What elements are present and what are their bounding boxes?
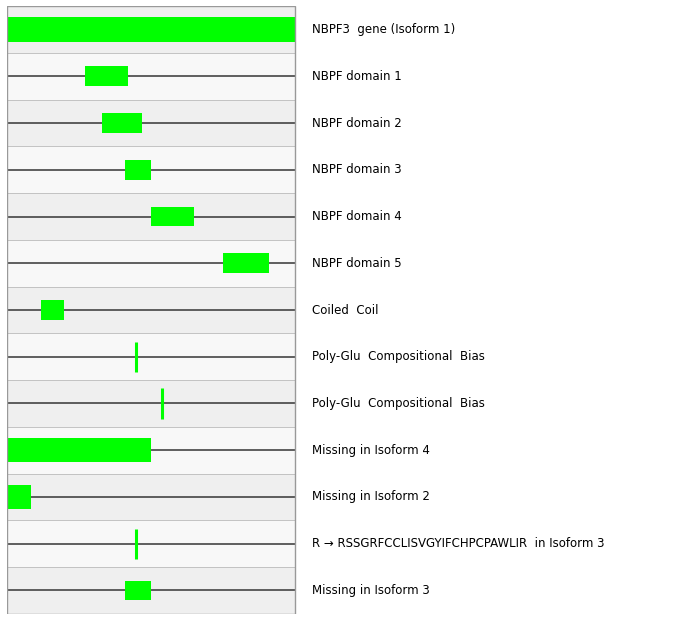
- Bar: [7, 474, 295, 520]
- Bar: [7, 485, 31, 509]
- Bar: [7, 100, 295, 146]
- Bar: [7, 53, 295, 100]
- Bar: [7, 17, 295, 42]
- Bar: [125, 160, 151, 180]
- Bar: [223, 254, 269, 273]
- Text: R → RSSGRFCCLISVGYIFCHPCPAWLIR  in Isoform 3: R → RSSGRFCCLISVGYIFCHPCPAWLIR in Isofor…: [312, 537, 604, 550]
- Bar: [41, 300, 64, 320]
- Text: NBPF domain 5: NBPF domain 5: [312, 257, 401, 270]
- Bar: [7, 520, 295, 567]
- Text: NBPF domain 1: NBPF domain 1: [312, 70, 402, 83]
- Text: NBPF domain 2: NBPF domain 2: [312, 117, 402, 130]
- Text: Missing in Isoform 2: Missing in Isoform 2: [312, 490, 429, 503]
- Bar: [7, 193, 295, 240]
- Bar: [7, 567, 295, 614]
- Bar: [7, 6, 295, 53]
- Bar: [151, 206, 194, 226]
- Text: Missing in Isoform 3: Missing in Isoform 3: [312, 584, 429, 597]
- Bar: [7, 240, 295, 286]
- Bar: [7, 427, 295, 474]
- Bar: [84, 66, 128, 86]
- Bar: [7, 6, 295, 614]
- Bar: [7, 286, 295, 334]
- Text: NBPF3  gene (Isoform 1): NBPF3 gene (Isoform 1): [312, 23, 455, 36]
- Text: Poly-Glu  Compositional  Bias: Poly-Glu Compositional Bias: [312, 350, 485, 363]
- Text: NBPF domain 4: NBPF domain 4: [312, 210, 402, 223]
- Bar: [7, 438, 151, 463]
- Text: NBPF domain 3: NBPF domain 3: [312, 163, 401, 176]
- Bar: [7, 380, 295, 427]
- Text: Poly-Glu  Compositional  Bias: Poly-Glu Compositional Bias: [312, 397, 485, 410]
- Bar: [102, 113, 142, 133]
- Bar: [125, 580, 151, 600]
- Bar: [7, 334, 295, 380]
- Text: Coiled  Coil: Coiled Coil: [312, 304, 378, 316]
- Bar: [7, 146, 295, 193]
- Text: Missing in Isoform 4: Missing in Isoform 4: [312, 444, 429, 457]
